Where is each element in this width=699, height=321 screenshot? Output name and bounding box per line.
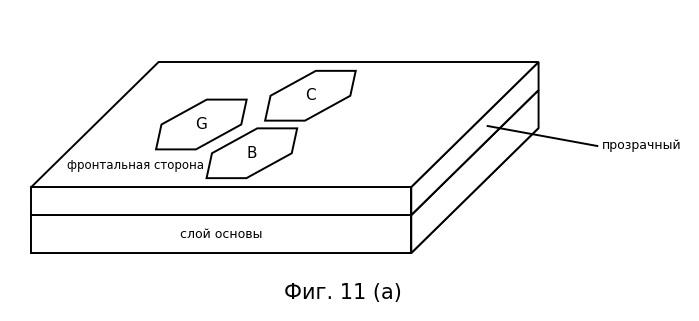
Polygon shape <box>411 62 538 215</box>
Text: слой основы: слой основы <box>180 228 263 240</box>
Text: Фиг. 11 (а): Фиг. 11 (а) <box>284 283 402 303</box>
Polygon shape <box>265 71 356 121</box>
Text: B: B <box>247 146 257 161</box>
Polygon shape <box>156 100 247 149</box>
Polygon shape <box>207 128 297 178</box>
Polygon shape <box>31 90 159 253</box>
Polygon shape <box>411 90 538 253</box>
Polygon shape <box>31 128 538 253</box>
Polygon shape <box>31 90 538 215</box>
Text: G: G <box>196 117 208 132</box>
Polygon shape <box>31 62 538 187</box>
Polygon shape <box>31 187 411 215</box>
Text: C: C <box>305 88 316 103</box>
Text: фронтальная сторона: фронтальная сторона <box>67 159 204 172</box>
Polygon shape <box>31 215 411 253</box>
Text: прозрачный: прозрачный <box>603 140 682 152</box>
